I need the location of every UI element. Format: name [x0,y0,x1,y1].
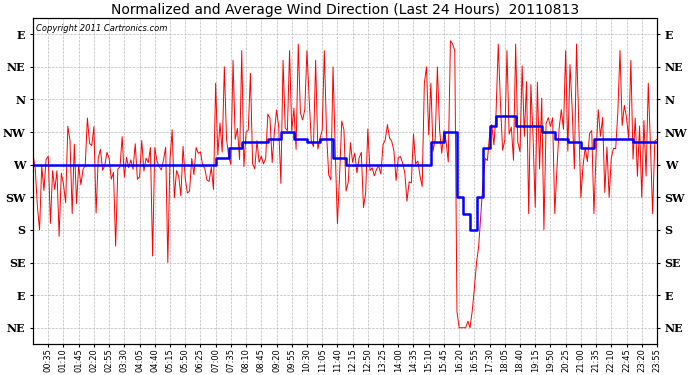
Title: Normalized and Average Wind Direction (Last 24 Hours)  20110813: Normalized and Average Wind Direction (L… [111,3,579,17]
Text: Copyright 2011 Cartronics.com: Copyright 2011 Cartronics.com [36,24,168,33]
